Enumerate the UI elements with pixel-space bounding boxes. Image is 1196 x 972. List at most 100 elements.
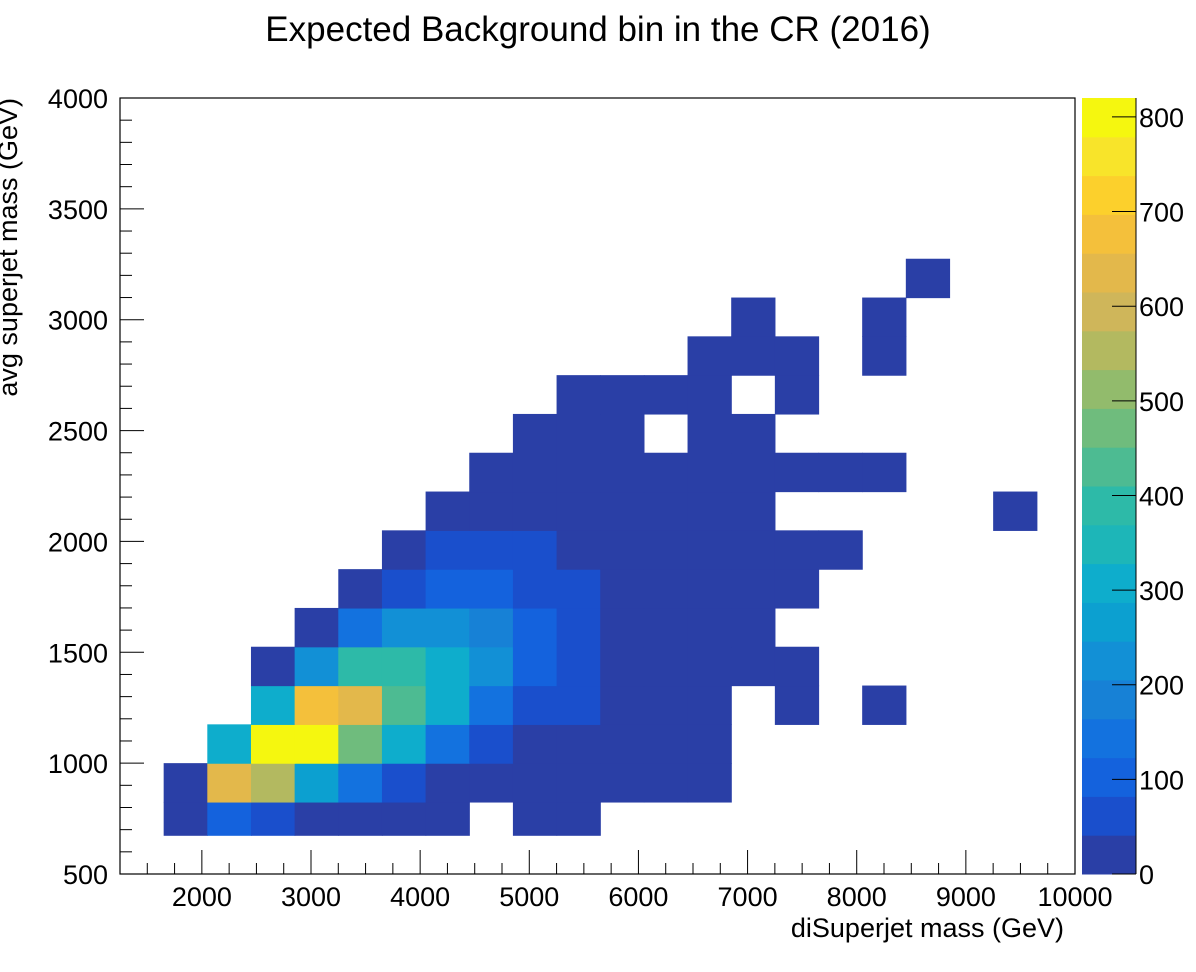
colorbar-segment-16 — [1082, 214, 1136, 254]
heatmap-cell-7-9 — [556, 530, 601, 570]
heatmap-cell-9-7 — [469, 452, 514, 493]
heatmap-cell-7-6 — [425, 530, 470, 570]
y-tick-label-500: 500 — [63, 860, 108, 890]
heatmap-cell-8-11 — [643, 491, 689, 531]
heatmap-cell-0-8 — [512, 801, 558, 836]
colorbar-segment-17 — [1082, 175, 1136, 215]
colorbar-segment-6 — [1082, 602, 1136, 642]
heatmap-cell-7-12 — [687, 530, 732, 570]
heatmap-cell-12-16 — [862, 336, 907, 376]
heatmap-cell-6-9 — [556, 569, 601, 609]
heatmap-cell-5-13 — [731, 607, 776, 648]
heatmap-cell-2-9 — [556, 724, 601, 764]
heatmap-cell-1-7 — [469, 763, 514, 803]
heatmap-cell-10-9 — [556, 413, 601, 454]
heatmap-cell-12-13 — [731, 336, 776, 376]
colorbar-segment-7 — [1082, 563, 1136, 603]
heatmap-cell-5-10 — [600, 607, 645, 648]
heatmap-cell-0-4 — [338, 801, 383, 836]
colorbar-segment-8 — [1082, 524, 1136, 565]
heatmap-cell-1-5 — [381, 763, 427, 803]
y-tick-label-4000: 4000 — [48, 84, 108, 114]
heatmap-cell-9-11 — [643, 452, 689, 493]
heatmap-cell-3-11 — [643, 685, 689, 725]
heatmap-cell-5-7 — [469, 607, 514, 648]
heatmap-cell-9-12 — [687, 452, 732, 493]
y-tick-label-2000: 2000 — [48, 527, 108, 557]
heatmap-cell-2-3 — [294, 724, 339, 764]
heatmap-cell-3-3 — [294, 685, 339, 725]
heatmap-cell-8-19 — [993, 491, 1038, 531]
y-axis-label: avg superjet mass (GeV) — [0, 98, 23, 397]
heatmap-cell-8-8 — [512, 491, 558, 531]
heatmap-cell-4-7 — [469, 646, 514, 687]
heatmap-cell-3-9 — [556, 685, 601, 725]
heatmap-cell-3-8 — [512, 685, 558, 725]
heatmap-cell-13-13 — [731, 297, 776, 337]
heatmap-cell-1-8 — [512, 763, 558, 803]
heatmap-cell-0-3 — [294, 801, 339, 836]
colorbar-segment-12 — [1082, 369, 1136, 409]
heatmap-cell-1-2 — [250, 763, 296, 803]
heatmap-cell-2-4 — [338, 724, 383, 764]
colorbar-tick-label-700: 700 — [1139, 198, 1184, 228]
heatmap-cell-11-11 — [643, 375, 689, 415]
colorbar-segment-10 — [1082, 447, 1136, 487]
heatmap-cell-9-16 — [862, 452, 907, 493]
heatmap-cell-1-6 — [425, 763, 470, 803]
heatmap-cell-6-5 — [381, 569, 427, 609]
x-axis-label: diSuperjet mass (GeV) — [791, 913, 1064, 943]
heatmap-cell-6-6 — [425, 569, 470, 609]
y-tick-label-2500: 2500 — [48, 417, 108, 447]
heatmap-cell-2-10 — [600, 724, 645, 764]
heatmap-cell-9-14 — [774, 452, 820, 493]
heatmap-cell-11-12 — [687, 375, 732, 415]
colorbar: 0 100 200 300 400 500 600 700 800 — [1082, 98, 1184, 890]
heatmap-cell-6-4 — [338, 569, 383, 609]
y-tick-label-1000: 1000 — [48, 749, 108, 779]
heatmap-cell-1-10 — [600, 763, 645, 803]
heatmap-cell-5-3 — [294, 607, 339, 648]
heatmap-cell-4-12 — [687, 646, 732, 687]
colorbar-segment-3 — [1082, 718, 1136, 759]
heatmap-cell-11-10 — [600, 375, 645, 415]
heatmap-cell-13-16 — [862, 297, 907, 337]
heatmap-cell-4-8 — [512, 646, 558, 687]
heatmap-cell-7-13 — [731, 530, 776, 570]
heatmap-cell-7-5 — [381, 530, 427, 570]
colorbar-segment-14 — [1082, 292, 1136, 332]
heatmap-cell-8-12 — [687, 491, 732, 531]
colorbar-tick-label-600: 600 — [1139, 292, 1184, 322]
heatmap-cell-7-14 — [774, 530, 820, 570]
heatmap-cell-2-11 — [643, 724, 689, 764]
heatmap-cell-10-13 — [731, 413, 776, 454]
heatmap-cell-12-12 — [687, 336, 732, 376]
heatmap-cell-12-14 — [774, 336, 820, 376]
colorbar-segment-18 — [1082, 136, 1136, 177]
heatmap-cell-1-12 — [687, 763, 732, 803]
chart-title: Expected Background bin in the CR (2016) — [265, 10, 931, 49]
heatmap-cell-4-13 — [731, 646, 776, 687]
heatmap-cell-5-9 — [556, 607, 601, 648]
colorbar-segment-1 — [1082, 796, 1136, 836]
x-tick-label-5000: 5000 — [499, 882, 559, 912]
heatmap-cell-9-13 — [731, 452, 776, 493]
heatmap-cell-4-10 — [600, 646, 645, 687]
heatmap-cell-6-13 — [731, 569, 776, 609]
colorbar-segment-19 — [1082, 98, 1136, 138]
heatmap-cell-2-1 — [207, 724, 252, 764]
y-tick-label-3500: 3500 — [48, 195, 108, 225]
heatmap-cell-8-10 — [600, 491, 645, 531]
x-tick-label-2000: 2000 — [172, 882, 232, 912]
heatmap-cell-1-9 — [556, 763, 601, 803]
heatmap-cell-2-2 — [250, 724, 296, 764]
x-tick-label-4000: 4000 — [390, 882, 450, 912]
heatmap-cell-3-14 — [774, 685, 820, 725]
heatmap-cell-2-7 — [469, 724, 514, 764]
heatmap-cell-3-2 — [250, 685, 296, 725]
heatmap-cell-4-14 — [774, 646, 820, 687]
heatmap-cell-9-10 — [600, 452, 645, 493]
colorbar-segment-15 — [1082, 253, 1136, 293]
heatmap-cell-0-9 — [556, 801, 601, 836]
heatmap-cell-6-8 — [512, 569, 558, 609]
